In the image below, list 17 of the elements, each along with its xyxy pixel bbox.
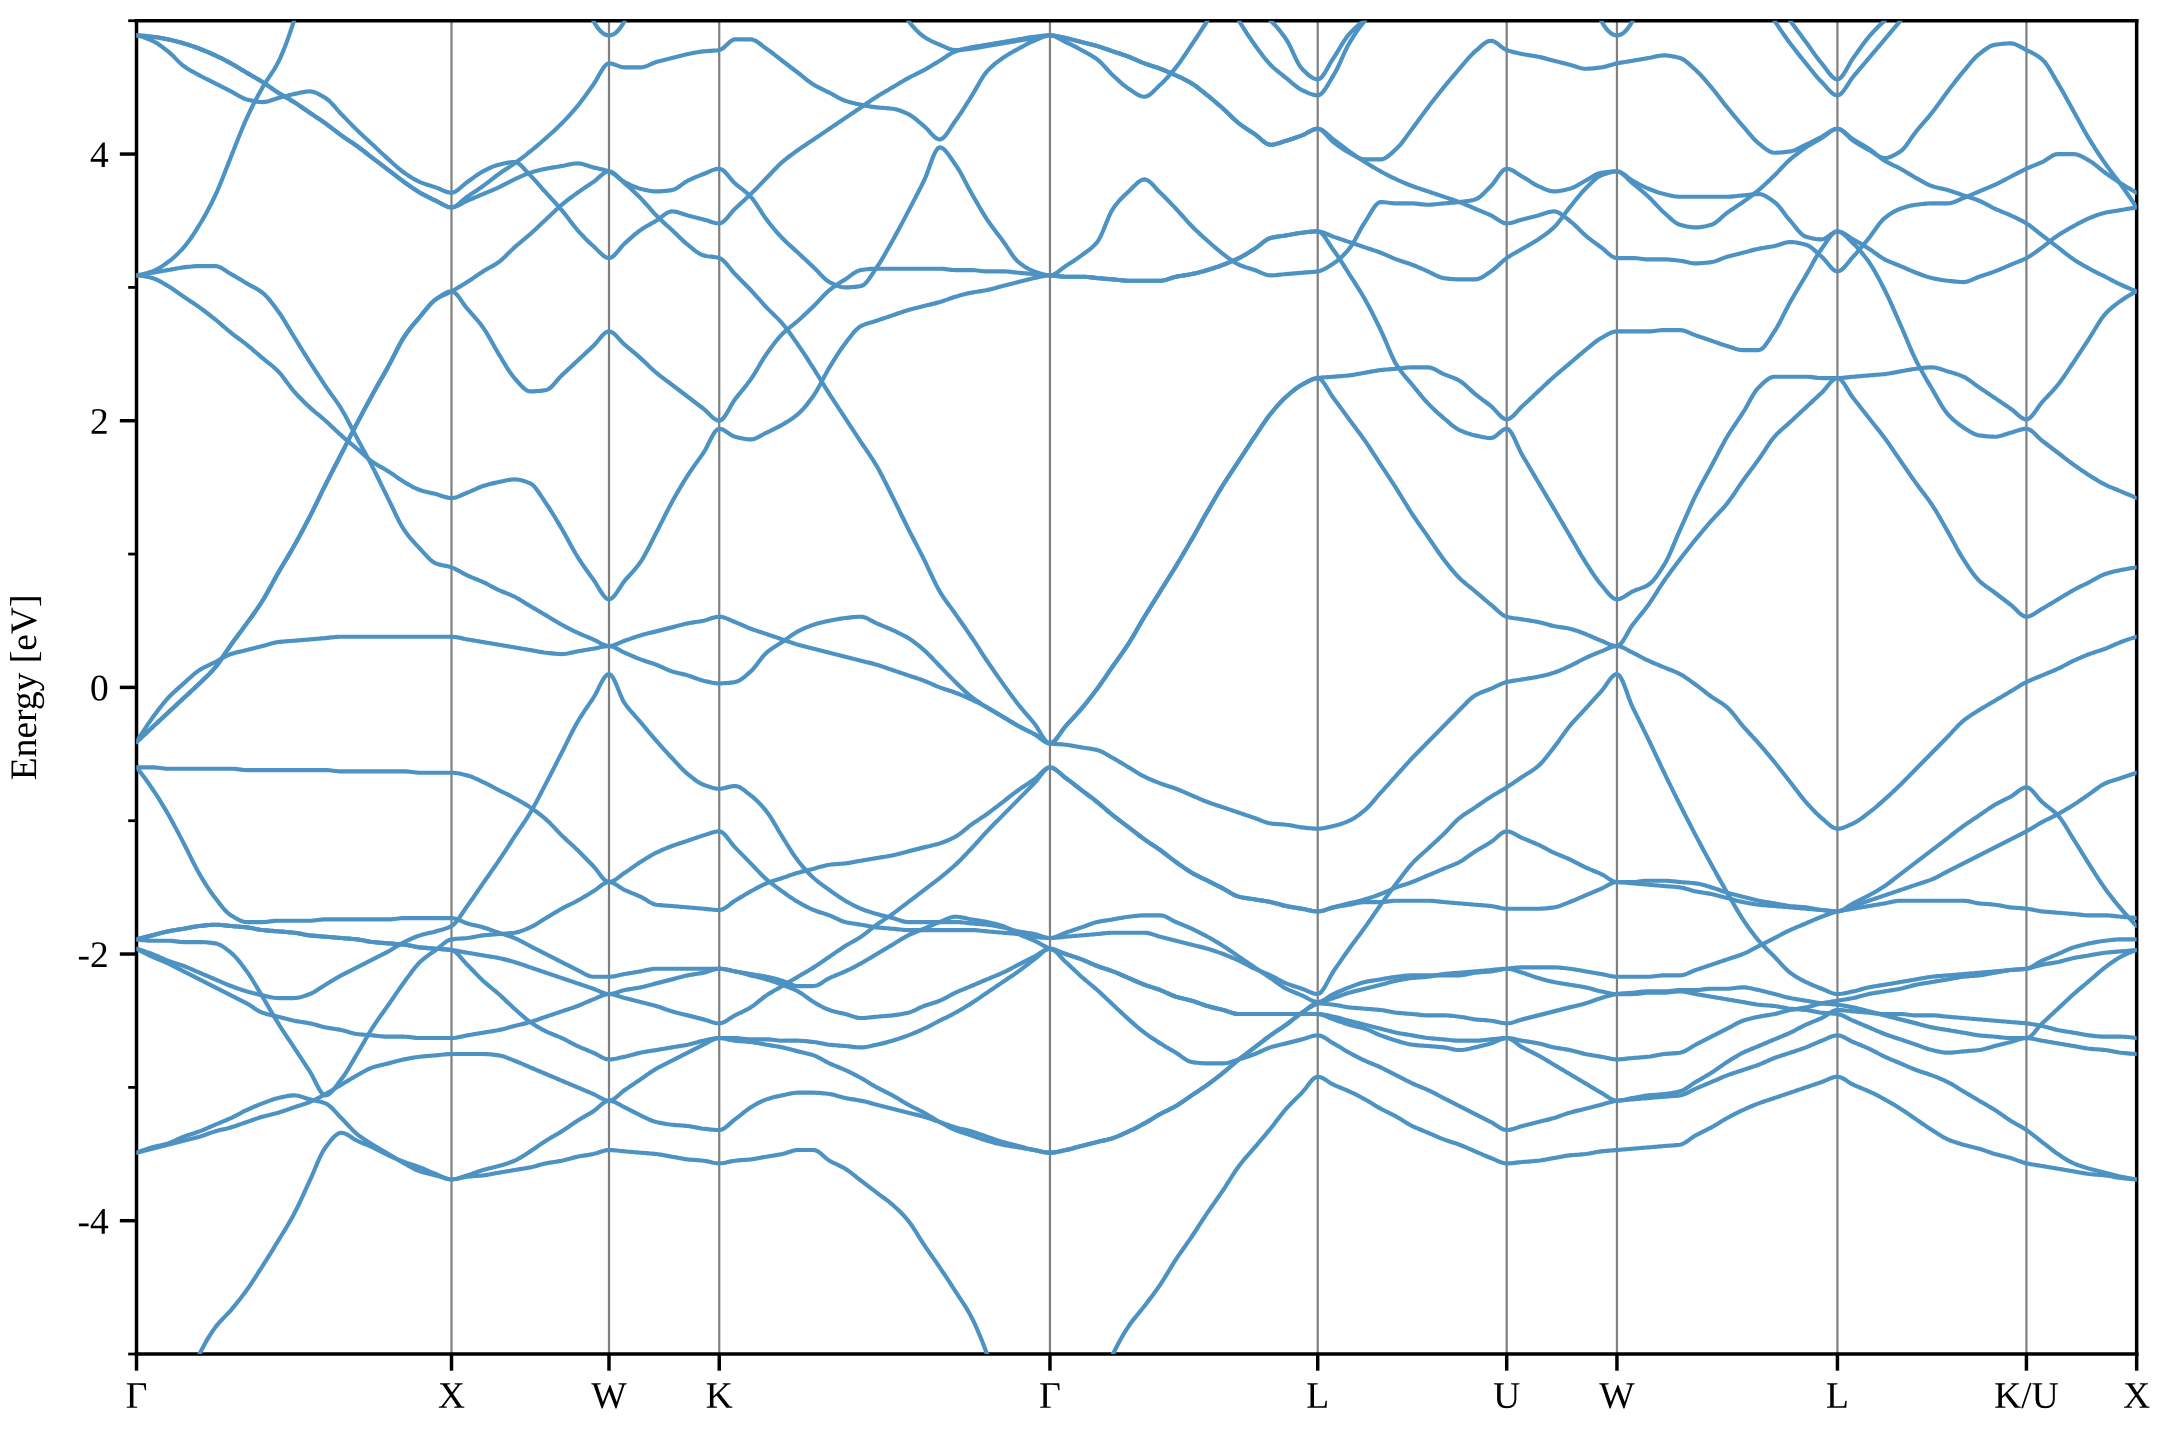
x-tick-label: L <box>1307 1383 1327 1408</box>
x-tick-label: X <box>438 1383 465 1408</box>
y-tick-label: 2 <box>91 408 107 434</box>
x-tick-label: L <box>1827 1383 1847 1408</box>
y-tick-label: 4 <box>90 142 109 168</box>
x-tick-label: W <box>591 1383 627 1409</box>
y-tick-label: 0 <box>91 675 108 701</box>
x-tick-label: W <box>1599 1383 1635 1409</box>
x-tick-label: Γ <box>126 1383 147 1408</box>
y-axis-title: Energy [eV] <box>10 597 45 780</box>
x-tick-label: K <box>706 1383 733 1408</box>
x-tick-label: U <box>1493 1383 1520 1409</box>
y-tick-label: -4 <box>78 1209 109 1234</box>
x-tick-label: X <box>2123 1383 2150 1408</box>
x-tick-label: Γ <box>1040 1383 1060 1408</box>
y-tick-label: -2 <box>78 942 107 968</box>
x-tick-label: K/U <box>1995 1383 2058 1409</box>
